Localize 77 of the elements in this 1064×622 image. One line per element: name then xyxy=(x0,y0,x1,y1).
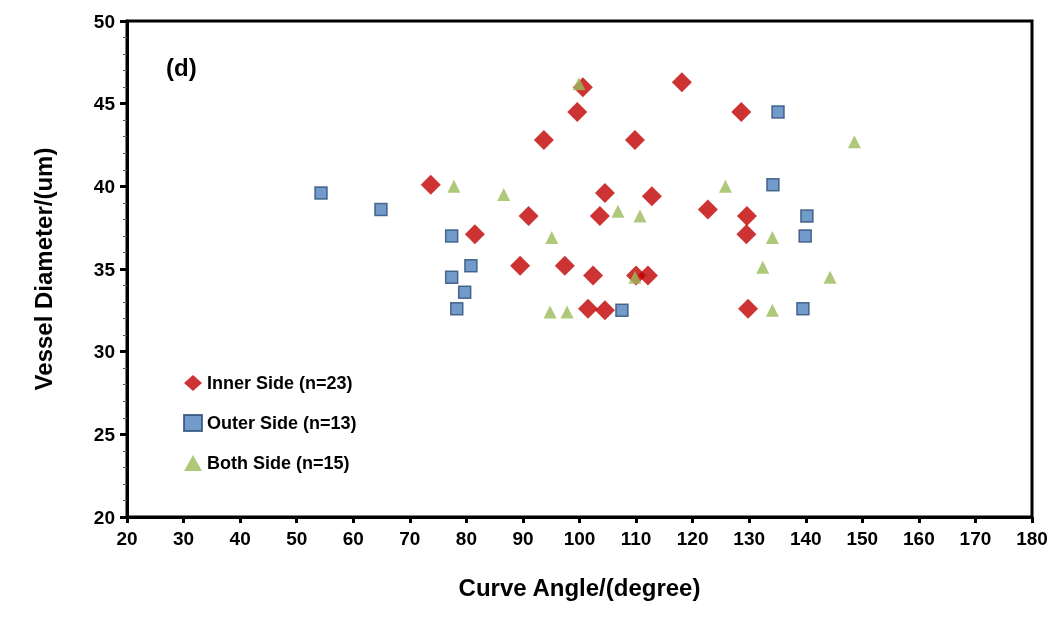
annotation: (d) xyxy=(166,53,197,81)
point xyxy=(765,303,779,317)
x-tick-label: 60 xyxy=(342,528,364,549)
point xyxy=(736,206,757,227)
x-tick-label: 170 xyxy=(959,528,992,549)
y-tick-label: 20 xyxy=(93,506,115,528)
point xyxy=(766,177,780,192)
point xyxy=(641,186,662,207)
x-axis-title: Curve Angle/(degree) xyxy=(458,573,701,601)
point xyxy=(543,305,557,319)
y-tick-label: 35 xyxy=(93,258,116,280)
point xyxy=(567,101,588,122)
point xyxy=(560,305,574,319)
x-tick-label: 180 xyxy=(1016,528,1048,549)
point xyxy=(314,186,328,200)
legend-label: Inner Side (n=23) xyxy=(207,373,353,393)
point xyxy=(736,224,757,245)
point xyxy=(589,206,610,227)
point xyxy=(594,182,615,203)
point xyxy=(450,301,464,316)
point xyxy=(533,130,554,151)
y-tick-label: 45 xyxy=(93,93,116,115)
point xyxy=(444,270,459,285)
x-tick-label: 90 xyxy=(512,528,534,549)
point xyxy=(731,101,752,122)
y-tick-label: 30 xyxy=(93,341,115,363)
x-tick-label: 120 xyxy=(676,528,709,549)
point xyxy=(464,224,485,245)
y-tick-label: 40 xyxy=(93,175,115,197)
point xyxy=(771,105,785,119)
point xyxy=(577,298,598,319)
point xyxy=(624,130,645,151)
x-tick-label: 100 xyxy=(563,528,596,549)
point xyxy=(464,258,478,273)
point xyxy=(615,303,629,318)
x-tick-label: 130 xyxy=(733,528,766,549)
point xyxy=(738,298,759,319)
point xyxy=(518,206,539,227)
legend-label: Outer Side (n=13) xyxy=(207,413,357,433)
point xyxy=(798,229,812,243)
point xyxy=(554,255,575,276)
point xyxy=(444,229,459,243)
x-tick-label: 110 xyxy=(620,528,652,549)
point xyxy=(671,72,692,93)
point xyxy=(611,204,625,218)
point xyxy=(756,260,770,274)
point xyxy=(510,255,531,276)
x-tick-label: 70 xyxy=(399,528,421,549)
y-tick-label: 25 xyxy=(93,423,116,445)
x-tick-label: 160 xyxy=(903,528,935,549)
point xyxy=(457,285,472,299)
x-tick-label: 140 xyxy=(789,528,822,549)
x-tick-label: 150 xyxy=(846,528,879,549)
point xyxy=(697,199,718,220)
point xyxy=(847,135,861,149)
point xyxy=(718,179,732,193)
point xyxy=(583,265,604,286)
x-tick-label: 50 xyxy=(286,528,308,549)
point xyxy=(823,270,837,284)
legend-label: Both Side (n=15) xyxy=(207,453,350,473)
point xyxy=(637,265,658,286)
point xyxy=(594,300,615,321)
x-tick-label: 30 xyxy=(172,528,195,549)
point xyxy=(545,231,559,245)
point xyxy=(633,209,647,223)
point xyxy=(796,301,810,316)
point xyxy=(447,179,461,193)
x-tick-label: 40 xyxy=(229,528,251,549)
y-tick-label: 50 xyxy=(93,10,115,32)
x-tick-label: 80 xyxy=(455,528,477,549)
point xyxy=(374,202,388,217)
x-tick-label: 20 xyxy=(116,528,138,549)
point xyxy=(800,209,814,223)
point xyxy=(497,188,511,202)
point xyxy=(765,231,779,245)
y-axis-title: Vessel Diameter/(um) xyxy=(29,147,57,391)
point xyxy=(420,174,441,195)
